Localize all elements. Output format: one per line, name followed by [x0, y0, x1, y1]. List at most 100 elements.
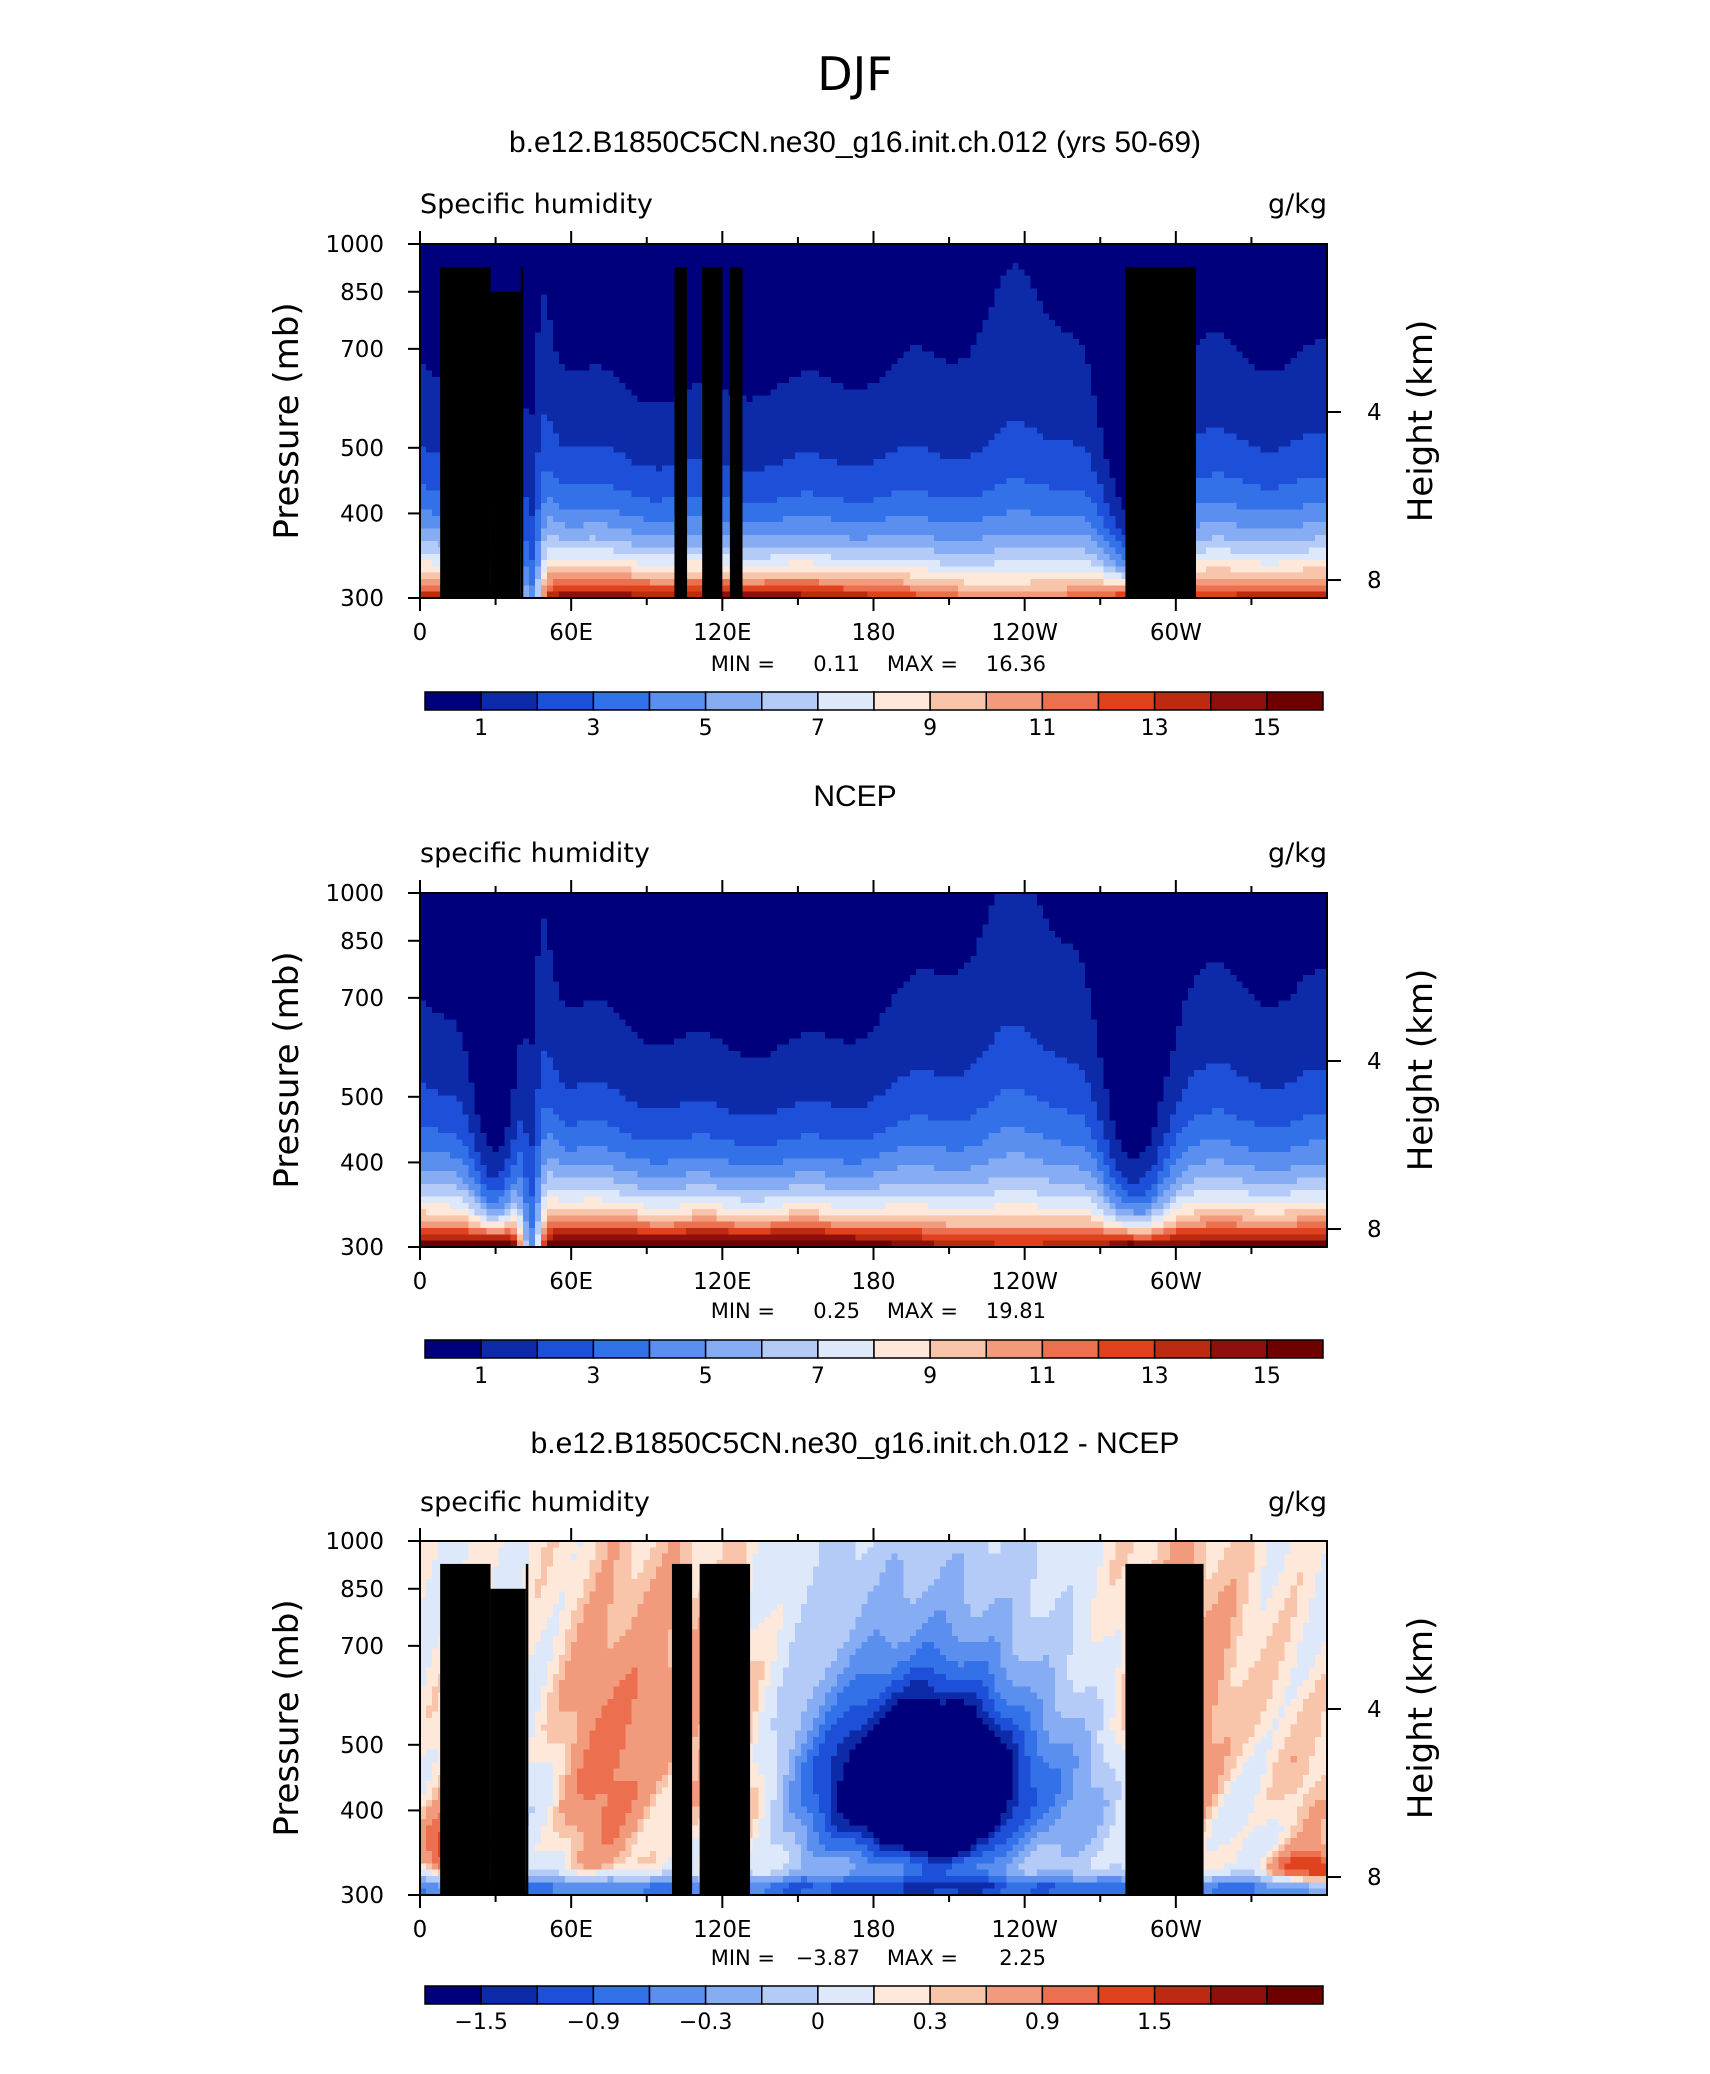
contour-cell [668, 301, 675, 308]
contour-cell [940, 244, 947, 251]
contour-cell [1200, 282, 1207, 289]
contour-cell [1303, 263, 1310, 270]
contour-cell [1043, 276, 1050, 283]
contour-cell [1297, 288, 1304, 295]
contour-cell [904, 257, 911, 264]
contour-cell [620, 282, 627, 289]
contour-cell [565, 244, 572, 251]
contour-cell [970, 250, 977, 257]
contour-cell [1000, 269, 1007, 276]
contour-cell [1103, 250, 1110, 257]
contour-cell [1049, 295, 1056, 302]
contour-cell [783, 250, 790, 257]
contour-cell [601, 257, 608, 264]
contour-cell [668, 269, 675, 276]
contour-cell [988, 257, 995, 264]
contour-cell [505, 263, 512, 270]
contour-cell [583, 288, 590, 295]
contour-cell [1037, 301, 1044, 308]
contour-cell [632, 250, 639, 257]
contour-cell [777, 301, 784, 308]
contour-cell [825, 301, 832, 308]
contour-cell [1303, 269, 1310, 276]
contour-cell [958, 269, 965, 276]
contour-cell [607, 244, 614, 251]
contour-cell [1091, 276, 1098, 283]
contour-cell [1230, 282, 1237, 289]
contour-cell [650, 263, 657, 270]
contour-cell [523, 257, 530, 264]
contour-cell [916, 250, 923, 257]
contour-cell [607, 263, 614, 270]
contour-cell [1176, 250, 1183, 257]
contour-cell [1037, 250, 1044, 257]
contour-cell [1267, 295, 1274, 302]
contour-cell [958, 263, 965, 270]
contour-cell [1164, 250, 1171, 257]
contour-cell [644, 250, 651, 257]
contour-cell [734, 250, 741, 257]
contour-cell [1218, 244, 1225, 251]
contour-cell [982, 263, 989, 270]
contour-cell [1055, 244, 1062, 251]
contour-cell [904, 269, 911, 276]
contour-cell [650, 250, 657, 257]
contour-cell [1279, 263, 1286, 270]
contour-cell [559, 295, 566, 302]
contour-cell [861, 263, 868, 270]
contour-cell [892, 301, 899, 308]
contour-cell [426, 288, 433, 295]
contour-cell [1315, 282, 1322, 289]
contour-cell [656, 257, 663, 264]
contour-cell [880, 282, 887, 289]
contour-cell [668, 257, 675, 264]
contour-cell [529, 276, 536, 283]
contour-cell [934, 263, 941, 270]
contour-cell [432, 263, 439, 270]
contour-cell [837, 244, 844, 251]
contour-cell [874, 288, 881, 295]
contour-cell [994, 250, 1001, 257]
contour-cell [644, 301, 651, 308]
contour-cell [1061, 250, 1068, 257]
contour-cell [1303, 295, 1310, 302]
contour-cell [1224, 295, 1231, 302]
contour-cell [438, 250, 445, 257]
contour-cell [632, 282, 639, 289]
contour-cell [553, 282, 560, 289]
contour-cell [880, 276, 887, 283]
contour-cell [1315, 295, 1322, 302]
contour-cell [807, 288, 814, 295]
contour-cell [589, 282, 596, 289]
contour-cell [892, 257, 899, 264]
contour-cell [753, 288, 760, 295]
contour-cell [517, 250, 524, 257]
contour-cell [946, 250, 953, 257]
contour-cell [1303, 276, 1310, 283]
contour-cell [1303, 288, 1310, 295]
contour-cell [547, 269, 554, 276]
contour-cell [1115, 257, 1122, 264]
contour-cell [1091, 288, 1098, 295]
contour-cell [910, 282, 917, 289]
contour-cell [1242, 295, 1249, 302]
contour-cell [970, 295, 977, 302]
contour-cell [988, 295, 995, 302]
contour-cell [843, 257, 850, 264]
contour-cell [553, 276, 560, 283]
contour-cell [759, 301, 766, 308]
contour-cell [1103, 282, 1110, 289]
contour-cell [1043, 250, 1050, 257]
contour-cell [759, 282, 766, 289]
contour-cell [1291, 250, 1298, 257]
contour-cell [1013, 244, 1020, 251]
contour-cell [426, 244, 433, 251]
contour-cell [662, 276, 669, 283]
contour-cell [1230, 250, 1237, 257]
contour-cell [656, 282, 663, 289]
contour-cell [1067, 263, 1074, 270]
contour-cell [1019, 257, 1026, 264]
contour-cell [783, 269, 790, 276]
contour-cell [662, 250, 669, 257]
contour-cell [553, 257, 560, 264]
